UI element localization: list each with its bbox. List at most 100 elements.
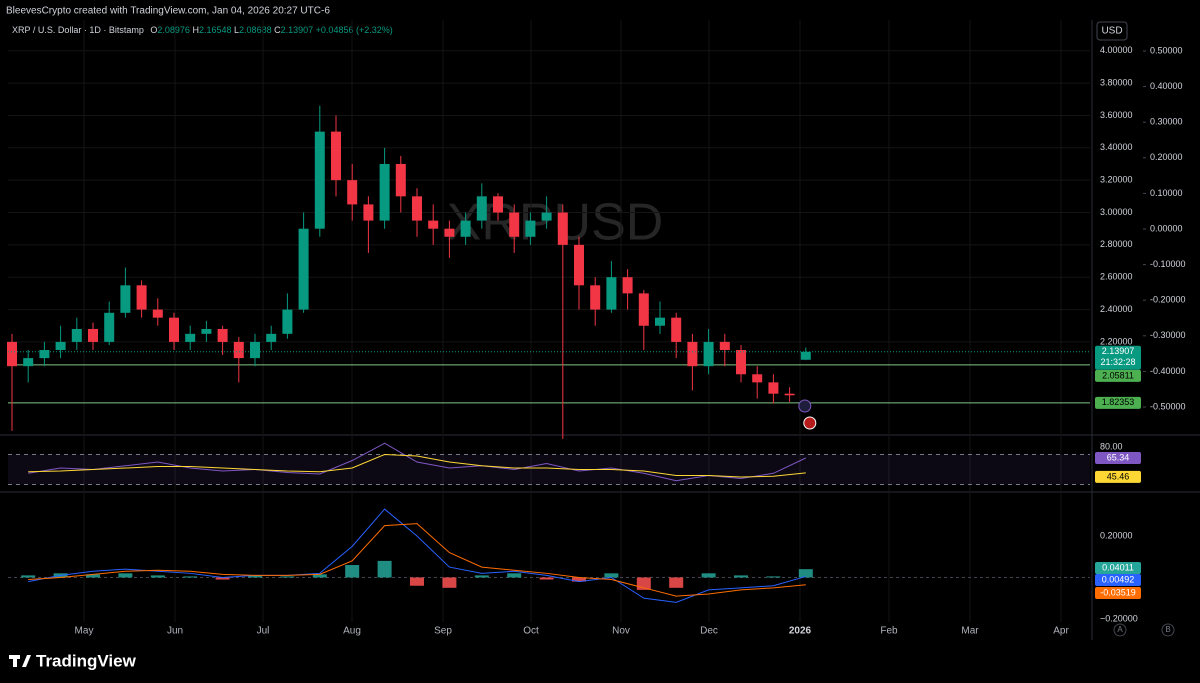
y2-tick-label: 0.10000	[1150, 188, 1183, 198]
time-label: Nov	[612, 626, 630, 637]
c-value: 2.13907	[281, 25, 314, 35]
level-label-box	[1095, 369, 1141, 382]
indicator-line	[28, 442, 807, 482]
candle-body	[476, 196, 487, 221]
macd-line	[28, 508, 806, 603]
histogram-bar	[215, 577, 230, 580]
y2-tick-label: -0.10000	[1150, 259, 1186, 269]
candle-body	[88, 328, 98, 342]
histogram-bar	[248, 575, 262, 578]
y2-tick-label: 0.20000	[1150, 152, 1183, 162]
y-tick-label: 80.00	[1100, 441, 1123, 451]
symbol: XRP / U.S. Dollar · 1D · Bitstamp	[12, 25, 144, 35]
histogram-bar	[798, 569, 813, 578]
time-label: Jun	[167, 626, 183, 637]
y-tick-label: 3.20000	[1100, 175, 1133, 185]
candle-body	[444, 228, 455, 237]
price-box	[1095, 345, 1141, 370]
y-tick-label: 4.00000	[1100, 45, 1133, 55]
y-tick-label: 3.00000	[1100, 207, 1133, 217]
log-label[interactable]: B	[1165, 625, 1170, 634]
histogram-bar	[150, 575, 165, 578]
time-label: Feb	[880, 626, 898, 637]
candle-body	[460, 220, 471, 237]
candle-body	[136, 285, 147, 310]
attribution: BleevesCrypto created with TradingView.c…	[6, 6, 330, 17]
candle-body	[266, 333, 277, 342]
y-tick-label: 2.40000	[1100, 304, 1133, 314]
candle-body	[590, 285, 601, 310]
candle-body	[428, 220, 439, 229]
macd-line	[28, 523, 806, 597]
time-label: May	[75, 626, 94, 637]
candle-body	[719, 341, 730, 351]
candle-body	[331, 131, 341, 181]
candle-body	[152, 309, 163, 318]
histogram-bar	[86, 574, 100, 578]
candle-body	[574, 244, 584, 286]
histogram-bar	[377, 560, 392, 578]
candle-body	[347, 180, 358, 205]
y-tick-label: 0.20000	[1100, 530, 1133, 540]
event-icon	[803, 416, 817, 430]
auto-label[interactable]: A	[1117, 625, 1123, 634]
candle-body	[800, 351, 811, 360]
histogram-value-box	[1095, 562, 1141, 574]
indicator-line	[28, 454, 806, 478]
time-label: Apr	[1053, 626, 1069, 637]
level-label: 1.82353	[1102, 397, 1135, 407]
histogram-bar	[669, 577, 684, 588]
logo-text: TradingView	[36, 651, 137, 670]
time-label: Aug	[343, 626, 361, 637]
candle-body	[379, 163, 390, 221]
log-button[interactable]	[1161, 623, 1175, 637]
candle-body	[23, 358, 34, 367]
candle-body	[250, 341, 260, 359]
y-tick-label: 2.20000	[1100, 336, 1133, 346]
candle-body	[104, 312, 115, 342]
o-value: 2.08976	[157, 25, 190, 35]
histogram-bar	[701, 573, 716, 578]
candle-body	[671, 317, 682, 342]
currency-button[interactable]	[1096, 21, 1128, 41]
histogram-bar	[21, 575, 36, 578]
candle-body	[736, 350, 746, 375]
candle-body	[541, 212, 552, 221]
auto-button[interactable]	[1113, 623, 1127, 637]
y-tick-label: 3.80000	[1100, 77, 1133, 87]
candle-body	[169, 317, 179, 342]
countdown: 21:32:28	[1100, 357, 1135, 367]
histogram-bar	[442, 577, 457, 588]
y2-tick-label: -0.30000	[1150, 330, 1186, 340]
histogram-bar	[734, 575, 748, 578]
logo-icon	[9, 655, 31, 667]
time-label: Jul	[257, 626, 270, 637]
histogram-bar	[539, 577, 554, 580]
change-pct: (+2.32%)	[356, 25, 393, 35]
y-tick-label: 3.60000	[1100, 110, 1133, 120]
histogram-bar	[507, 573, 522, 578]
histogram-bar	[572, 577, 586, 582]
candle-body	[314, 131, 325, 229]
l-value: 2.08688	[239, 25, 272, 35]
time-label: Mar	[961, 626, 979, 637]
macd-value: -0.03519	[1100, 587, 1136, 597]
time-label: Oct	[523, 626, 539, 637]
histogram-bar	[766, 576, 781, 578]
legend: XRP / U.S. Dollar · 1D · Bitstamp O2.089…	[12, 25, 393, 35]
y2-tick-label: -0.40000	[1150, 366, 1186, 376]
candle-body	[55, 341, 66, 351]
currency[interactable]: USD	[1101, 26, 1122, 37]
candle-body	[217, 328, 228, 342]
y2-tick-label: 0.00000	[1150, 223, 1183, 233]
y2-tick-label: -0.20000	[1150, 295, 1186, 305]
indicator-value: 65.34	[1107, 452, 1130, 462]
candle-body	[703, 341, 714, 367]
y-tick-label: −0.20000	[1100, 613, 1138, 623]
y-tick-label: 2.80000	[1100, 239, 1133, 249]
candle-body	[298, 228, 309, 310]
macd-value: 0.00492	[1102, 574, 1135, 584]
footer	[0, 645, 1200, 683]
macd-value-box	[1095, 587, 1141, 599]
y2-tick-label: 0.30000	[1150, 117, 1183, 127]
